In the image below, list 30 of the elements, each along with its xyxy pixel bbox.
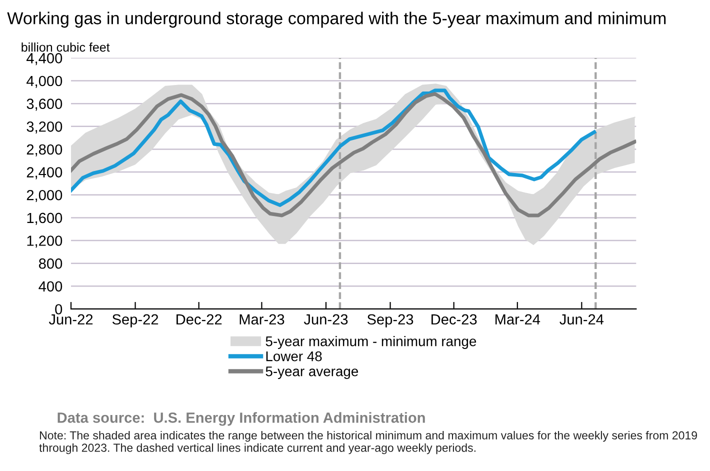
x-tick-label: Mar-24 xyxy=(496,314,540,325)
y-tick-label: 2,800 xyxy=(26,144,62,156)
y-tick-label: 4,400 xyxy=(26,53,62,66)
line-series xyxy=(71,88,596,207)
y-tick-label: 800 xyxy=(38,258,62,269)
text: Note: The shaded area indicates the range between the historical minimum and maximum values for the weekly series from 2019 through 2023. The dashed vertical lines indicate current and year-ago weekly periods. xyxy=(39,430,697,454)
legend-label: 5-year maximum - minimum range xyxy=(266,336,476,349)
x-tick-label: Jun-24 xyxy=(560,314,604,325)
y-tick-label: 2,400 xyxy=(26,167,62,180)
x-tick-label: Dec-23 xyxy=(432,314,477,325)
y-tick-label: 4,000 xyxy=(26,76,62,88)
y-tick-label: 1,600 xyxy=(27,212,62,225)
y-tick-label: 1,200 xyxy=(27,236,62,248)
y-tick-label: 3,200 xyxy=(26,122,62,134)
y-tick-label: 2,000 xyxy=(26,190,62,202)
x-tick-label: Sep-23 xyxy=(367,314,414,328)
x-tick-label: Jun-23 xyxy=(304,314,348,325)
x-tick-label: Dec-22 xyxy=(176,314,222,325)
y-axis-title: billion cubic feet xyxy=(22,42,110,52)
x-tick-label: Sep-22 xyxy=(112,314,158,328)
y-tick-label: 3,600 xyxy=(26,98,62,111)
source-note: Data source: U.S. Energy Information Administration xyxy=(58,412,425,426)
y-tick-label: 0 xyxy=(55,304,62,314)
y-tick-label: 400 xyxy=(38,281,62,292)
line-series xyxy=(71,92,636,218)
legend-label: Lower 48 xyxy=(266,351,322,362)
x-tick-label: Jun-22 xyxy=(48,314,93,325)
x-tick-label: Mar-23 xyxy=(240,314,284,325)
chart-title: Working gas in underground storage compared with the 5-year maximum and minimum xyxy=(7,12,666,28)
legend-label: 5-year average xyxy=(266,366,358,380)
